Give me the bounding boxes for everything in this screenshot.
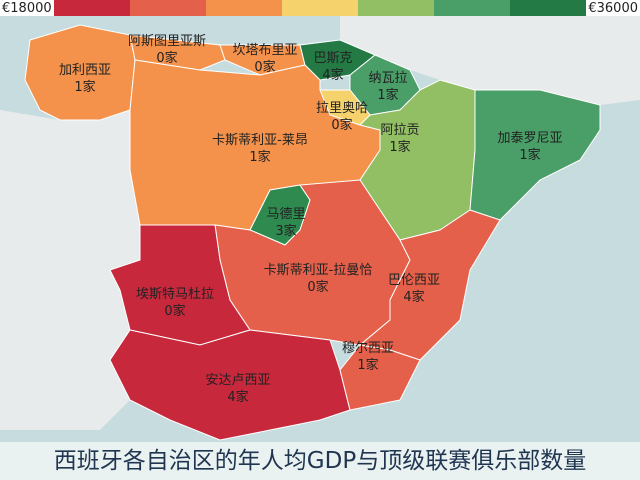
- region-name: 安达卢西亚: [205, 373, 271, 388]
- region-name: 加利西亚: [58, 63, 112, 78]
- legend-bin: [205, 0, 282, 16]
- legend-max: €36000: [588, 0, 638, 16]
- region-name: 阿拉贡: [380, 123, 420, 138]
- france-land: [340, 16, 640, 105]
- legend-bin: [510, 0, 587, 16]
- legend-bin: [358, 0, 435, 16]
- club-count: 1家: [377, 88, 399, 103]
- region-label: 阿拉贡 1家: [380, 122, 419, 156]
- club-count: 0家: [307, 280, 329, 295]
- legend-min: €18000: [2, 0, 52, 16]
- club-count: 1家: [74, 80, 96, 95]
- region-name: 纳瓦拉: [368, 71, 408, 86]
- club-count: 1家: [389, 140, 411, 155]
- region-name: 坎塔布里亚: [232, 43, 298, 58]
- legend-bin: [434, 0, 511, 16]
- region-label: 卡斯蒂利亚-拉曼恰 0家: [264, 262, 373, 296]
- region-name: 加泰罗尼亚: [497, 131, 563, 146]
- region-name: 拉里奥哈: [315, 101, 369, 116]
- color-legend: €18000 €36000: [0, 0, 640, 16]
- region-label: 马德里 3家: [266, 206, 305, 240]
- region-1[interactable]: [129, 34, 226, 71]
- region-label: 卡斯蒂利亚-莱昂 1家: [212, 132, 308, 166]
- region-label: 埃斯特马杜拉 0家: [136, 286, 214, 320]
- club-count: 3家: [275, 224, 297, 239]
- region-name: 埃斯特马杜拉: [135, 287, 215, 302]
- legend-bin: [281, 0, 359, 16]
- region-13[interactable]: [109, 329, 351, 441]
- club-count: 1家: [519, 148, 541, 163]
- region-label: 安达卢西亚 4家: [205, 372, 270, 406]
- legend-bin: [129, 0, 206, 16]
- club-count: 1家: [249, 150, 271, 165]
- legend-bin: [53, 0, 130, 16]
- club-count: 0家: [156, 51, 178, 66]
- region-name: 穆尔西亚: [341, 341, 395, 356]
- region-name: 卡斯蒂利亚-拉曼恰: [263, 263, 373, 278]
- club-count: 4家: [227, 390, 249, 405]
- region-label: 巴斯克 4家: [313, 50, 352, 84]
- club-count: 0家: [254, 60, 276, 75]
- region-14[interactable]: [339, 344, 421, 411]
- club-count: 4家: [403, 290, 425, 305]
- region-name: 巴伦西亚: [387, 273, 441, 288]
- portugal-land: [0, 110, 140, 430]
- region-name: 巴斯克: [313, 51, 353, 66]
- club-count: 0家: [331, 118, 353, 133]
- region-name: 卡斯蒂利亚-莱昂: [212, 133, 308, 148]
- region-label: 巴伦西亚 4家: [388, 272, 440, 306]
- region-label: 拉里奥哈 0家: [316, 100, 368, 134]
- region-0[interactable]: [24, 24, 136, 121]
- region-label: 穆尔西亚 1家: [342, 340, 394, 374]
- club-count: 0家: [164, 304, 186, 319]
- region-label: 加利西亚 1家: [59, 62, 111, 96]
- region-label: 纳瓦拉 1家: [368, 70, 407, 104]
- region-8[interactable]: [469, 89, 601, 221]
- map-title: 西班牙各自治区的年人均GDP与顶级联赛俱乐部数量: [0, 442, 640, 480]
- region-label: 坎塔布里亚 0家: [232, 42, 297, 76]
- region-label: 阿斯图里亚斯 0家: [128, 33, 206, 67]
- region-label: 加泰罗尼亚 1家: [497, 130, 562, 164]
- club-count: 4家: [322, 68, 344, 83]
- club-count: 1家: [357, 358, 379, 373]
- legend-bins: [53, 0, 587, 16]
- region-name: 阿斯图里亚斯: [127, 34, 207, 49]
- region-name: 马德里: [266, 207, 306, 222]
